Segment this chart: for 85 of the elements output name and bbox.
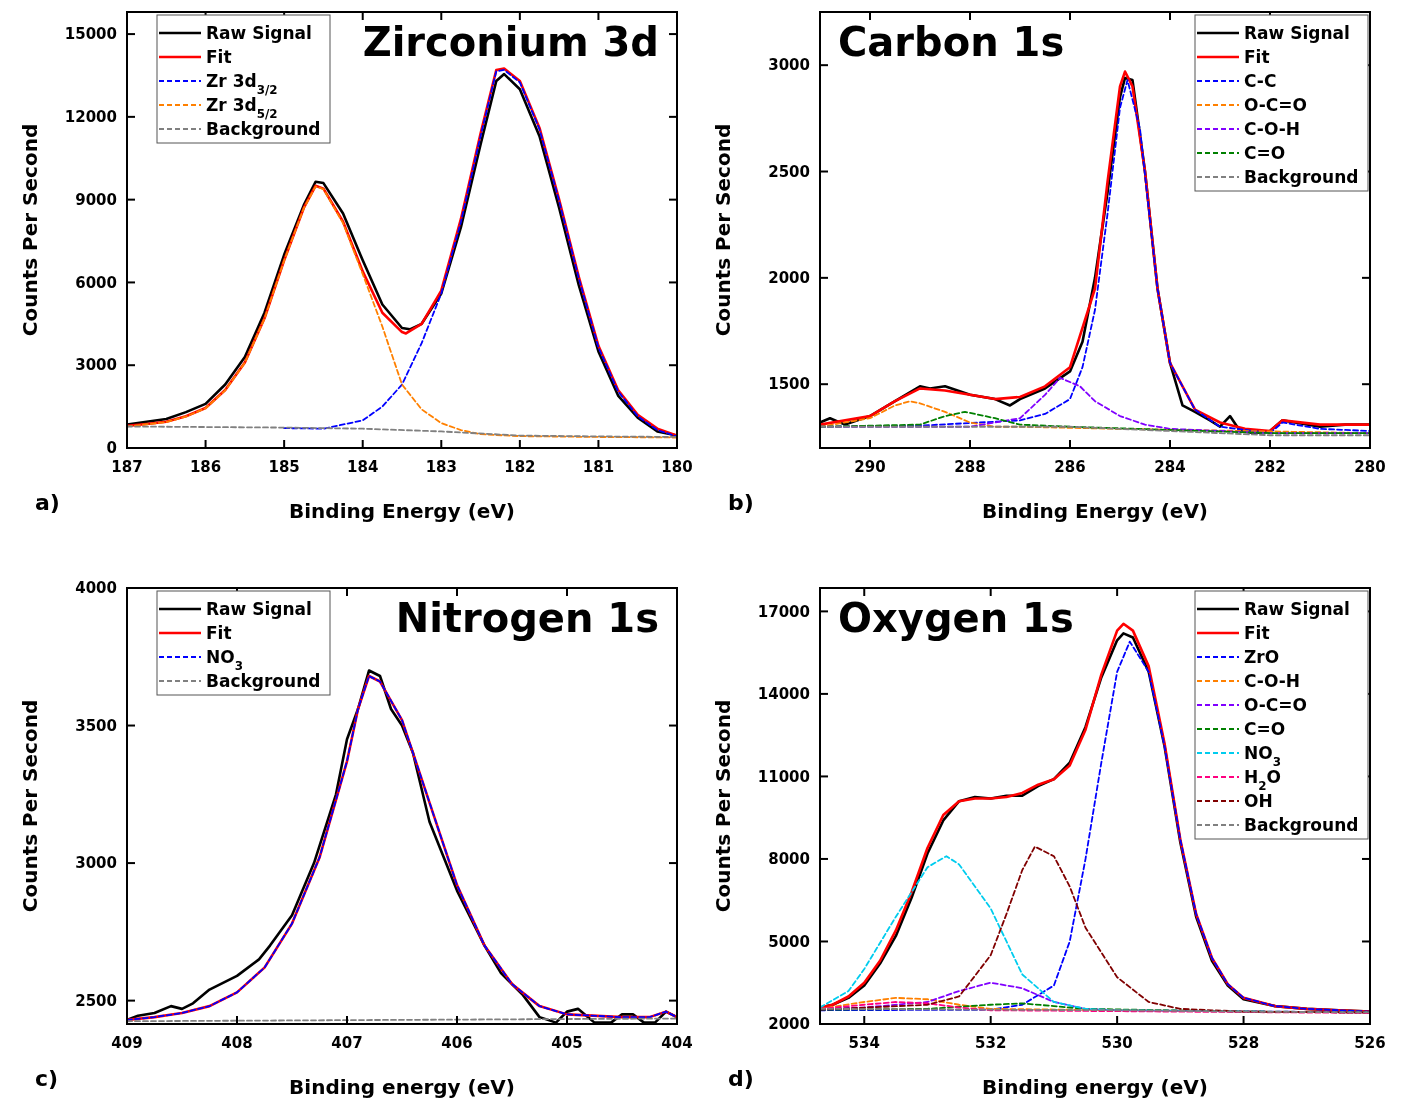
x-tick-label: 180	[661, 458, 693, 476]
x-tick-label: 288	[954, 458, 986, 476]
x-tick-label: 183	[425, 458, 457, 476]
y-tick-label: 2000	[768, 1015, 810, 1034]
legend-label: Raw Signal	[206, 598, 312, 619]
text: a)	[35, 490, 60, 515]
text: d)	[728, 1066, 754, 1091]
y-tick-label: 5000	[768, 932, 810, 951]
legend-label: C-C	[1244, 70, 1277, 91]
legend-label: Zr 3d$_{3/2}$	[206, 70, 278, 97]
y-tick-label: 15000	[64, 25, 117, 44]
x-tick-label: 408	[221, 1034, 253, 1052]
x-tick-label: 181	[582, 458, 615, 476]
legend-label: Fit	[206, 46, 232, 67]
legend-label: Raw Signal	[206, 22, 312, 43]
legend-label: Fit	[206, 622, 232, 643]
legend-label: Fit	[1244, 46, 1270, 67]
y-tick-label: 2000	[768, 269, 810, 288]
legend-label: ZrO	[1244, 646, 1280, 667]
y-tick-label: 3500	[75, 716, 117, 735]
x-tick-label: 280	[1354, 458, 1386, 476]
text: c)	[35, 1066, 59, 1091]
x-tick-label: 404	[661, 1034, 693, 1052]
x-tick-label: 405	[551, 1034, 583, 1052]
x-tick-label: 407	[331, 1034, 363, 1052]
y-tick-label: 3000	[75, 854, 117, 873]
text: b)	[728, 490, 754, 515]
x-tick-label: 526	[1354, 1034, 1386, 1052]
x-tick-label: 187	[111, 458, 143, 476]
legend-label: O-C=O	[1244, 694, 1307, 715]
x-axis-title: Binding energy (eV)	[982, 1075, 1208, 1099]
x-axis-title: Binding energy (eV)	[289, 1075, 515, 1099]
legend-label: C-O-H	[1244, 118, 1300, 139]
x-tick-label: 286	[1054, 458, 1086, 476]
x-tick-label: 290	[854, 458, 886, 476]
legend-label: C-O-H	[1244, 670, 1300, 691]
x-tick-label: 182	[504, 458, 536, 476]
y-tick-label: 1500	[768, 375, 810, 394]
legend-label: C=O	[1244, 718, 1286, 739]
chart-title: Oxygen 1s	[838, 595, 1074, 641]
legend-label: OH	[1244, 790, 1273, 811]
y-tick-label: 9000	[75, 190, 117, 209]
x-tick-label: 409	[111, 1034, 143, 1052]
y-tick-label: 11000	[757, 767, 810, 786]
y-tick-label: 4000	[75, 579, 117, 598]
legend-label: O-C=O	[1244, 94, 1307, 115]
y-tick-label: 2500	[75, 991, 117, 1010]
y-axis-title: Counts Per Second	[18, 699, 42, 913]
y-tick-label: 8000	[768, 850, 810, 869]
legend-label: Fit	[1244, 622, 1270, 643]
legend-label: Background	[1244, 166, 1359, 187]
y-axis-title: Counts Per Second	[711, 699, 735, 913]
chart-title: Zirconium 3d	[362, 19, 659, 65]
x-tick-label: 284	[1154, 458, 1186, 476]
legend-label: Raw Signal	[1244, 598, 1350, 619]
y-axis-title: Counts Per Second	[711, 123, 735, 337]
chart-title: Nitrogen 1s	[395, 595, 659, 641]
y-tick-label: 3000	[75, 356, 117, 375]
y-tick-label: 12000	[64, 108, 117, 127]
chart-title: Carbon 1s	[838, 19, 1065, 65]
legend-label: H$_{2}$O	[1244, 766, 1281, 793]
legend-label: NO$_{3}$	[1244, 742, 1281, 769]
y-axis-title: Counts Per Second	[18, 123, 42, 337]
legend-label: Raw Signal	[1244, 22, 1350, 43]
legend-label: Background	[206, 670, 321, 691]
x-tick-label: 532	[975, 1034, 1007, 1052]
x-tick-label: 530	[1101, 1034, 1133, 1052]
y-tick-label: 6000	[75, 273, 117, 292]
legend-label: NO$_{3}$	[206, 646, 243, 673]
x-axis-title: Binding Energy (eV)	[982, 499, 1208, 523]
x-tick-label: 406	[441, 1034, 473, 1052]
legend-label: Background	[1244, 814, 1359, 835]
x-tick-label: 186	[189, 458, 222, 476]
y-tick-label: 17000	[757, 602, 810, 621]
y-tick-label: 0	[106, 439, 117, 458]
x-tick-label: 534	[848, 1034, 880, 1052]
x-tick-label: 185	[268, 458, 300, 476]
x-axis-title: Binding Energy (eV)	[289, 499, 515, 523]
x-tick-label: 282	[1254, 458, 1286, 476]
x-tick-label: 528	[1227, 1034, 1260, 1052]
y-tick-label: 2500	[768, 162, 810, 181]
y-tick-label: 14000	[757, 685, 810, 704]
x-tick-label: 184	[347, 458, 379, 476]
legend-label: C=O	[1244, 142, 1286, 163]
y-tick-label: 3000	[768, 56, 810, 75]
